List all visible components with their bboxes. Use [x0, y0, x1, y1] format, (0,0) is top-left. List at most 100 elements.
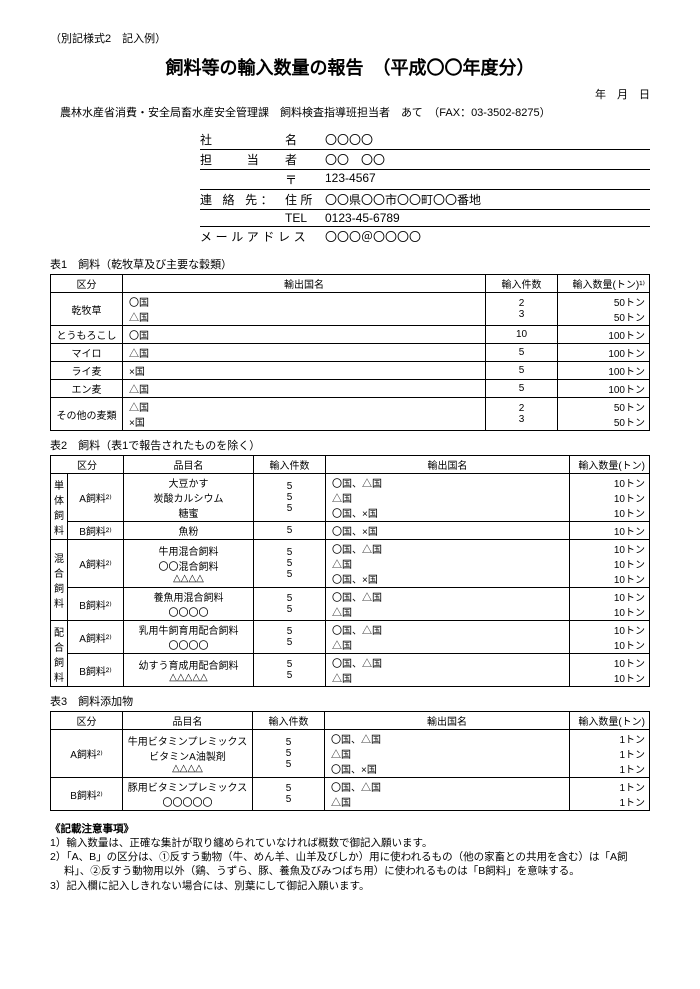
table3: 区分 品目名 輸入件数 輸出国名 輸入数量(トン) A飼料²⁾ 牛用ビタミンプレ… — [50, 711, 650, 811]
table-cell: ×国 — [123, 362, 486, 380]
table-cell: 55 — [254, 621, 326, 654]
table-cell: 養魚用混合飼料〇〇〇〇 — [124, 588, 254, 621]
tel-value: 0123-45-6789 — [325, 211, 650, 225]
t3-h-item: 品目名 — [123, 712, 253, 730]
table-cell: 乳用牛飼育用配合飼料〇〇〇〇 — [124, 621, 254, 654]
table-cell: 〇国、△国△国〇国、×国 — [326, 540, 570, 588]
table-cell: 5 — [254, 522, 326, 540]
table-cell: 〇国、△国△国〇国、×国 — [325, 730, 570, 778]
table-cell: △国×国 — [123, 398, 486, 431]
page-title: 飼料等の輸入数量の報告 （平成〇〇年度分） — [50, 54, 650, 80]
table-cell: 100トン — [558, 326, 650, 344]
t2-h-country: 輸出国名 — [326, 456, 570, 474]
person-label: 担 当 — [200, 151, 285, 168]
t3-h-qty: 輸入数量(トン) — [570, 712, 650, 730]
table-cell: 1トン1トン — [570, 778, 650, 811]
notes-block: 《記載注意事項》 1）輸入数量は、正確な集計が取り纏められていなければ概数で御記… — [50, 821, 650, 893]
table-cell: 豚用ビタミンプレミックス〇〇〇〇〇 — [123, 778, 253, 811]
table-cell: 10トン10トン10トン — [570, 474, 650, 522]
table-cell: 10トン10トン10トン — [570, 540, 650, 588]
date-line: 年 月 日 — [50, 86, 650, 102]
table-cell: 10トン10トン — [570, 588, 650, 621]
table-cell: 10トン — [570, 522, 650, 540]
tel-sub: TEL — [285, 211, 325, 225]
table-cell: B飼料²⁾ — [68, 654, 124, 687]
table-cell: 単体飼料 — [51, 474, 68, 540]
table-cell: 50トン50トン — [558, 398, 650, 431]
table-cell: 〇国、△国△国〇国、×国 — [326, 474, 570, 522]
table-cell: △国 — [123, 344, 486, 362]
table-cell: とうもろこし — [51, 326, 123, 344]
table-cell: 〇国、△国△国 — [325, 778, 570, 811]
table-cell: A飼料²⁾ — [68, 474, 124, 522]
tel-label — [200, 211, 285, 225]
table-cell: 100トン — [558, 362, 650, 380]
addressee: 農林水産省消費・安全局畜水産安全管理課 飼料検査指導班担当者 あて （FAX：0… — [50, 104, 650, 120]
table-cell: ライ麦 — [51, 362, 123, 380]
person-value: 〇〇 〇〇 — [325, 151, 650, 168]
note-line: 1）輸入数量は、正確な集計が取り纏められていなければ概数で御記入願います。 — [50, 836, 650, 850]
postal-value: 123-4567 — [325, 171, 650, 188]
table-cell: 555 — [254, 540, 326, 588]
form-note: （別記様式2 記入例） — [50, 30, 650, 46]
t2-h-num: 輸入件数 — [254, 456, 326, 474]
mail-label: メールアドレス — [200, 228, 325, 245]
person-sub: 者 — [285, 151, 325, 168]
table-cell: B飼料²⁾ — [68, 522, 124, 540]
table-cell: B飼料²⁾ — [68, 588, 124, 621]
t3-h-num: 輸入件数 — [253, 712, 325, 730]
t2-h-item: 品目名 — [124, 456, 254, 474]
postal-label — [200, 171, 285, 188]
table-cell: 〇国、△国△国 — [326, 654, 570, 687]
table-cell: A飼料²⁾ — [51, 730, 123, 778]
t1-h-cat: 区分 — [51, 275, 123, 293]
company-sub: 名 — [285, 131, 325, 148]
table-cell: 大豆かす炭酸カルシウム糖蜜 — [124, 474, 254, 522]
table-cell: △国 — [123, 380, 486, 398]
table-cell: 幼すう育成用配合飼料△△△△△ — [124, 654, 254, 687]
contact-label: 連 絡 先： — [200, 191, 285, 208]
table-cell: A飼料²⁾ — [68, 621, 124, 654]
table2: 区分 品目名 輸入件数 輸出国名 輸入数量(トン) 単体飼料A飼料²⁾ 大豆かす… — [50, 455, 650, 687]
t3-h-cat: 区分 — [51, 712, 123, 730]
table-cell: 牛用ビタミンプレミックスビタミンA油製剤△△△△ — [123, 730, 253, 778]
table-cell: 5 — [486, 362, 558, 380]
mail-value: 〇〇〇＠〇〇〇〇 — [325, 228, 650, 245]
table-cell: 23 — [486, 293, 558, 326]
contact-sub: 住 所 — [285, 191, 325, 208]
table-cell: 23 — [486, 398, 558, 431]
table-cell: 55 — [253, 778, 325, 811]
notes-title: 《記載注意事項》 — [50, 821, 650, 836]
table-cell: マイロ — [51, 344, 123, 362]
table3-caption: 表3 飼料添加物 — [50, 693, 650, 709]
contact-value: 〇〇県〇〇市〇〇町〇〇番地 — [325, 191, 650, 208]
table-cell: 〇国△国 — [123, 293, 486, 326]
table-cell: 牛用混合飼料〇〇混合飼料△△△△ — [124, 540, 254, 588]
company-value: 〇〇〇〇 — [325, 131, 650, 148]
table-cell: 100トン — [558, 380, 650, 398]
t3-h-country: 輸出国名 — [325, 712, 570, 730]
table-cell: 10トン10トン — [570, 621, 650, 654]
table1: 区分 輸出国名 輸入件数 輸入数量(トン)¹⁾ 乾牧草 〇国△国 23 50トン… — [50, 274, 650, 431]
table-cell: 555 — [254, 474, 326, 522]
table-cell: 〇国 — [123, 326, 486, 344]
table-cell: 〇国、△国△国 — [326, 588, 570, 621]
table-cell: 555 — [253, 730, 325, 778]
table-cell: 5 — [486, 344, 558, 362]
table-cell: A飼料²⁾ — [68, 540, 124, 588]
table-cell: 55 — [254, 654, 326, 687]
table-cell: B飼料²⁾ — [51, 778, 123, 811]
table-cell: 魚粉 — [124, 522, 254, 540]
table-cell: 乾牧草 — [51, 293, 123, 326]
t1-h-qty: 輸入数量(トン)¹⁾ — [558, 275, 650, 293]
table-cell: 50トン50トン — [558, 293, 650, 326]
table-cell: 1トン1トン1トン — [570, 730, 650, 778]
company-label: 社 — [200, 131, 285, 148]
postal-sub: 〒 — [285, 171, 325, 188]
table-cell: 配合飼料 — [51, 621, 68, 687]
table-cell: 55 — [254, 588, 326, 621]
t2-h-qty: 輸入数量(トン) — [570, 456, 650, 474]
table2-caption: 表2 飼料（表1で報告されたものを除く） — [50, 437, 650, 453]
table-cell: 〇国、×国 — [326, 522, 570, 540]
t1-h-country: 輸出国名 — [123, 275, 486, 293]
